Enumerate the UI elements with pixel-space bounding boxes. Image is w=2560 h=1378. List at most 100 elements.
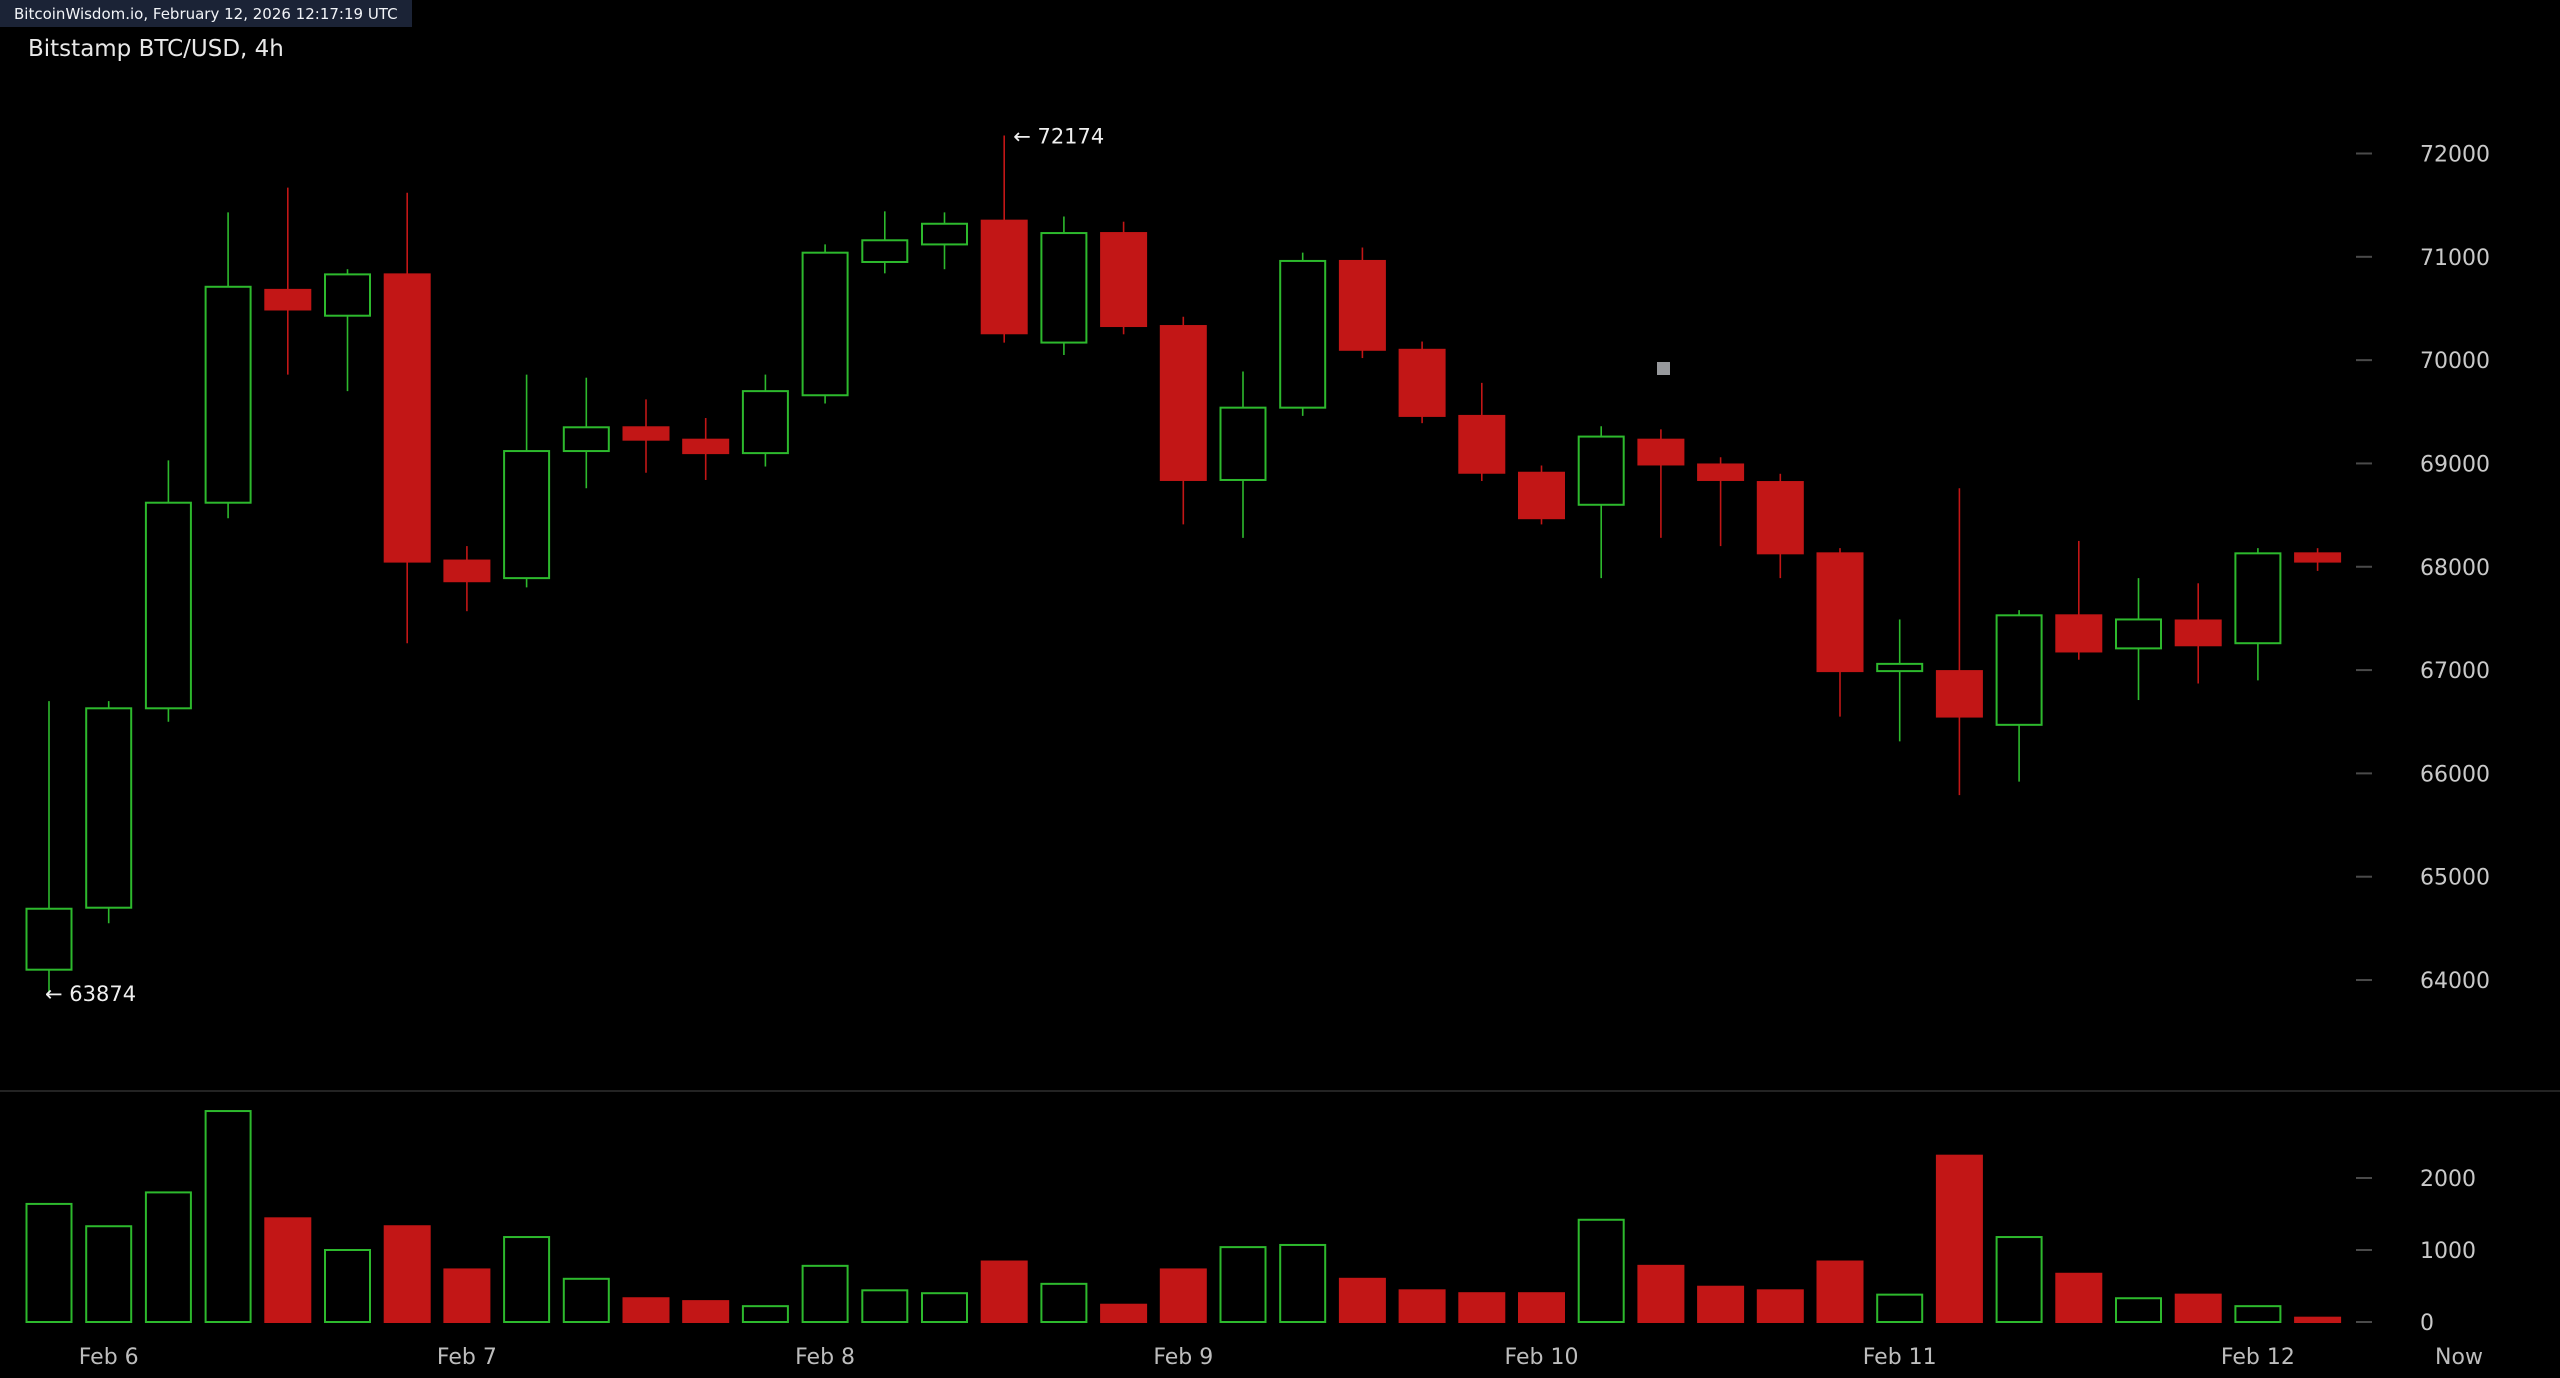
- price-pane: [25, 135, 2342, 994]
- volume-bar: [2115, 1297, 2162, 1323]
- candle-body: [1338, 259, 1386, 351]
- day-label: Feb 11: [1863, 1345, 1937, 1370]
- volume-bar: [443, 1268, 491, 1323]
- cursor-marker: [1657, 362, 1670, 375]
- volume-bar: [921, 1292, 968, 1323]
- volume-bar: [1577, 1218, 1625, 1324]
- volume-tick-label: 1000: [2420, 1239, 2476, 1264]
- volume-bar: [2055, 1272, 2103, 1324]
- candle-body: [801, 251, 849, 397]
- candle-body: [1756, 481, 1804, 555]
- candle-body: [1816, 552, 1864, 673]
- annotations: ← 72174 ← 63874: [45, 125, 1670, 1006]
- volume-bar: [741, 1305, 789, 1324]
- candle-body: [1219, 406, 1267, 481]
- candle-body: [682, 438, 730, 455]
- volume-bar: [1697, 1285, 1745, 1323]
- price-tick-label: 70000: [2420, 349, 2490, 374]
- day-label: Feb 12: [2221, 1345, 2295, 1370]
- volume-bar: [801, 1264, 849, 1323]
- candle-body: [383, 273, 431, 563]
- day-label: Feb 6: [79, 1345, 139, 1370]
- candle-body: [1279, 259, 1327, 409]
- day-label: Feb 10: [1505, 1345, 1579, 1370]
- candle-body: [1100, 232, 1148, 328]
- candle-body: [1637, 438, 1685, 466]
- candle-body: [1577, 435, 1625, 506]
- volume-tick-label: 2000: [2420, 1167, 2476, 1192]
- volume-bar: [503, 1236, 551, 1324]
- volume-bar: [2294, 1316, 2342, 1324]
- candle-body: [1876, 662, 1924, 673]
- volume-bar: [861, 1289, 909, 1323]
- day-label: Feb 8: [795, 1345, 855, 1370]
- candle-body: [1159, 325, 1207, 481]
- candle-body: [2294, 552, 2342, 563]
- candle-body: [622, 426, 670, 441]
- volume-bar: [85, 1225, 133, 1323]
- price-tick-label: 72000: [2420, 143, 2490, 168]
- candle-body: [144, 501, 192, 710]
- volume-bar: [1398, 1289, 1446, 1323]
- day-label: Feb 9: [1153, 1345, 1213, 1370]
- candle-body: [980, 219, 1028, 335]
- volume-bar: [682, 1300, 730, 1323]
- low-annotation: ← 63874: [45, 982, 136, 1006]
- price-tick-label: 65000: [2420, 866, 2490, 891]
- volume-bar: [1756, 1289, 1804, 1323]
- candle-body: [25, 907, 73, 971]
- volume-pane: [25, 1110, 2342, 1324]
- candle-body: [861, 239, 909, 263]
- candle-body: [2055, 614, 2103, 653]
- volume-tick-label: 0: [2420, 1311, 2434, 1336]
- volume-bar: [383, 1225, 431, 1323]
- volume-bar: [1876, 1293, 1924, 1324]
- price-tick-label: 69000: [2420, 452, 2490, 477]
- now-label: Now: [2435, 1345, 2483, 1370]
- volume-bar: [2234, 1305, 2282, 1324]
- candle-body: [1040, 232, 1088, 344]
- volume-bar: [980, 1260, 1028, 1324]
- candle-body: [204, 285, 252, 504]
- high-annotation: ← 72174: [1013, 125, 1104, 149]
- day-label: Feb 7: [437, 1345, 497, 1370]
- volume-bar: [1159, 1268, 1207, 1323]
- volume-bar: [264, 1217, 312, 1323]
- candle-body: [1398, 348, 1446, 417]
- time-axis: Feb 6 Feb 7 Feb 8 Feb 9 Feb 10 Feb 11 Feb 12 No…: [79, 1345, 2483, 1370]
- volume-bar: [1279, 1243, 1327, 1323]
- volume-bar: [1995, 1236, 2043, 1324]
- volume-bar: [1637, 1264, 1685, 1323]
- candle-body: [921, 222, 968, 246]
- volume-bar: [1338, 1277, 1386, 1324]
- price-tick-label: 66000: [2420, 762, 2490, 787]
- volume-bar: [2174, 1293, 2222, 1324]
- topbar-text: BitcoinWisdom.io, February 12, 2026 12:1…: [14, 4, 398, 23]
- candle-body: [1518, 471, 1565, 520]
- candle-body: [1995, 614, 2043, 726]
- candle-body: [2234, 552, 2282, 645]
- candle-body: [85, 707, 133, 909]
- candle-body: [562, 426, 610, 453]
- chart-title: Bitstamp BTC/USD, 4h: [28, 36, 284, 62]
- price-tick-label: 67000: [2420, 659, 2490, 684]
- candle-body: [2174, 619, 2222, 647]
- volume-bar: [1458, 1292, 1506, 1323]
- candle-body: [503, 450, 551, 580]
- candle-body: [443, 559, 491, 583]
- volume-bar: [562, 1277, 610, 1324]
- volume-bar: [1518, 1292, 1565, 1323]
- volume-bar: [1816, 1260, 1864, 1324]
- volume-axis: 2000 1000 0: [2356, 1167, 2476, 1336]
- candle-body: [1697, 463, 1745, 481]
- price-tick-label: 68000: [2420, 556, 2490, 581]
- candle-body: [324, 273, 371, 317]
- candle-body: [2115, 618, 2162, 650]
- volume-bar: [324, 1249, 371, 1323]
- price-axis: 72000 71000 70000 69000 68000 67000 66000 65000…: [2356, 143, 2490, 994]
- candle-body: [1935, 670, 1983, 718]
- price-tick-label: 64000: [2420, 969, 2490, 994]
- candle-body: [1458, 414, 1506, 474]
